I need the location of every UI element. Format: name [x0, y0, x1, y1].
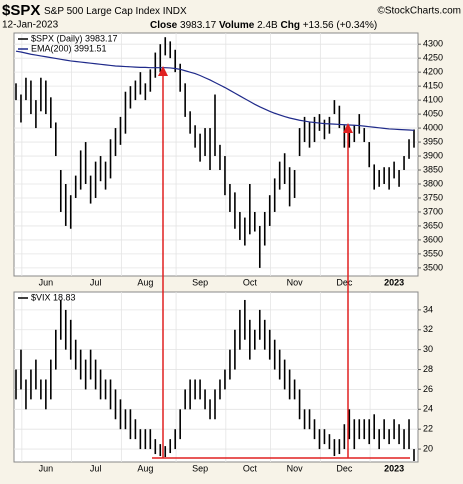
- x-tick-label: Jul: [90, 463, 102, 473]
- legend-label: EMA(200) 3991.51: [31, 43, 107, 53]
- chg: +13.56 (+0.34%): [303, 20, 378, 31]
- y-tick-label: 3600: [423, 234, 443, 244]
- y-tick-label: 3500: [423, 262, 443, 272]
- x-tick-label: Dec: [336, 277, 353, 287]
- date: 12-Jan-2023: [2, 20, 59, 31]
- y-tick-label: 4250: [423, 53, 443, 63]
- x-tick-label: Jun: [39, 277, 54, 287]
- x-tick-label: Jun: [39, 463, 54, 473]
- x-tick-label: Oct: [243, 463, 258, 473]
- y-tick-label: 4200: [423, 67, 443, 77]
- y-tick-label: 34: [423, 304, 433, 314]
- x-tick-label: Nov: [287, 463, 304, 473]
- y-tick-label: 3900: [423, 150, 443, 160]
- y-tick-label: 3750: [423, 192, 443, 202]
- y-tick-label: 32: [423, 324, 433, 334]
- plot-area: [13, 291, 419, 463]
- x-tick-label: Nov: [287, 277, 304, 287]
- y-tick-label: 3550: [423, 248, 443, 258]
- annotation-marker: [343, 123, 353, 133]
- y-tick-label: 3850: [423, 164, 443, 174]
- x-tick-label: Oct: [243, 277, 258, 287]
- annotation-marker: [158, 66, 168, 76]
- y-tick-label: 4050: [423, 108, 443, 118]
- close-label: Close: [150, 20, 178, 31]
- y-tick-label: 4300: [423, 39, 443, 49]
- close: 3983.17: [180, 20, 217, 31]
- y-tick-label: 24: [423, 404, 433, 414]
- x-tick-label: Jul: [90, 277, 102, 287]
- exchange: INDX: [163, 6, 187, 17]
- symbol: $SPX: [2, 2, 40, 19]
- y-tick-label: 28: [423, 364, 433, 374]
- x-tick-label: 2023: [384, 277, 404, 287]
- x-tick-label: 2023: [384, 463, 404, 473]
- x-tick-label: Aug: [137, 277, 153, 287]
- volume-label: Volume: [219, 20, 255, 31]
- y-tick-label: 3950: [423, 136, 443, 146]
- y-tick-label: 4000: [423, 122, 443, 132]
- legend-label: $SPX (Daily) 3983.17: [31, 33, 118, 43]
- chg-label: Chg: [280, 20, 299, 31]
- index-name: S&P 500 Large Cap Index INDX: [44, 6, 187, 17]
- legend-label: $VIX 18.83: [31, 292, 76, 302]
- quote-line: Close 3983.17 Volume 2.4B Chg +13.56 (+0…: [150, 20, 377, 31]
- volume: 2.4B: [257, 20, 278, 31]
- y-tick-label: 3650: [423, 220, 443, 230]
- name: S&P 500 Large Cap Index: [44, 6, 160, 17]
- x-tick-label: Aug: [137, 463, 153, 473]
- y-tick-label: 26: [423, 384, 433, 394]
- y-tick-label: 3700: [423, 206, 443, 216]
- x-tick-label: Dec: [336, 463, 353, 473]
- y-tick-label: 3800: [423, 178, 443, 188]
- credit: ©StockCharts.com: [377, 6, 461, 17]
- y-tick-label: 22: [423, 424, 433, 434]
- y-tick-label: 4100: [423, 94, 443, 104]
- x-tick-label: Sep: [192, 463, 208, 473]
- y-tick-label: 20: [423, 443, 433, 453]
- y-tick-label: 30: [423, 344, 433, 354]
- x-tick-label: Sep: [192, 277, 208, 287]
- y-tick-label: 4150: [423, 81, 443, 91]
